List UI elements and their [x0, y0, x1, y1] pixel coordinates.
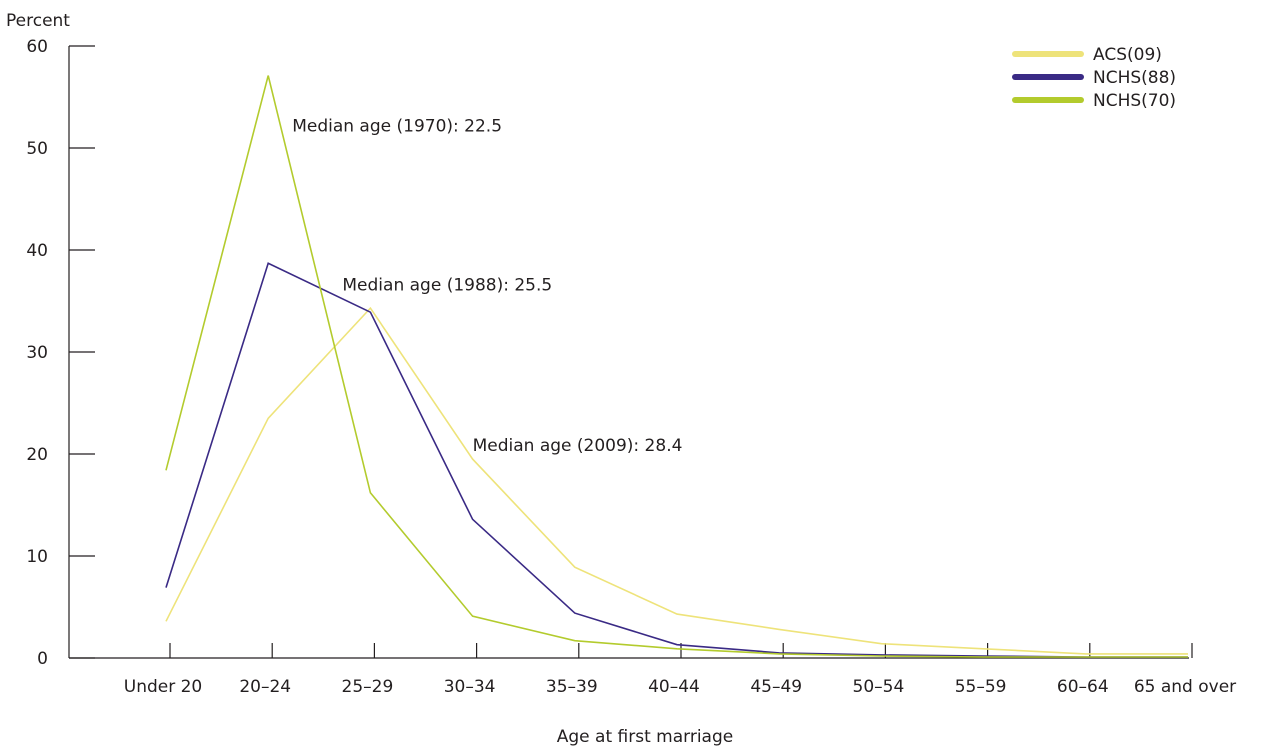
- legend-label: NCHS(70): [1093, 91, 1176, 111]
- series-line-nchs-88: [165, 262, 1188, 658]
- x-axis-title: Age at first marriage: [557, 727, 733, 747]
- y-tick-label: 0: [37, 649, 48, 669]
- x-tick-label: 40–44: [648, 677, 700, 697]
- median-annotation: Median age (1970): 22.5: [292, 117, 502, 137]
- median-annotation: Median age (1988): 25.5: [342, 276, 552, 296]
- y-tick-label: 50: [26, 139, 48, 159]
- x-tick-label: 45–49: [750, 677, 802, 697]
- x-tick-label: 50–54: [853, 677, 905, 697]
- series-line-acs-09: [165, 306, 1188, 655]
- x-tick-label: 60–64: [1057, 677, 1109, 697]
- y-axis-title: Percent: [6, 11, 70, 31]
- x-tick-label: 30–34: [444, 677, 496, 697]
- y-tick-label: 30: [26, 343, 48, 363]
- x-tick-label: 20–24: [239, 677, 291, 697]
- x-tick-label: 65 and over: [1134, 677, 1236, 697]
- x-tick-label: 35–39: [546, 677, 598, 697]
- series-line-nchs-70: [165, 75, 1188, 658]
- x-tick-label: Under 20: [124, 677, 203, 697]
- y-tick-label: 20: [26, 445, 48, 465]
- series-lines: [165, 75, 1188, 658]
- legend: ACS(09) NCHS(88) NCHS(70): [1012, 45, 1176, 111]
- y-tick-label: 40: [26, 241, 48, 261]
- legend-label: NCHS(88): [1093, 68, 1176, 88]
- x-tick-label: 25–29: [342, 677, 394, 697]
- annotations: Median age (1970): 22.5 Median age (1988)…: [292, 117, 682, 456]
- y-tick-label: 10: [26, 547, 48, 567]
- median-annotation: Median age (2009): 28.4: [473, 436, 683, 456]
- y-tick-label: 60: [26, 37, 48, 57]
- x-tick-label: 55–59: [955, 677, 1007, 697]
- legend-label: ACS(09): [1093, 45, 1162, 65]
- y-axis-ticks: 0 10 20 30 40 50 60: [26, 37, 95, 669]
- x-axis-ticks: Under 20 20–24 25–29 30–34 35–39 40–44 45–49 50…: [124, 643, 1236, 697]
